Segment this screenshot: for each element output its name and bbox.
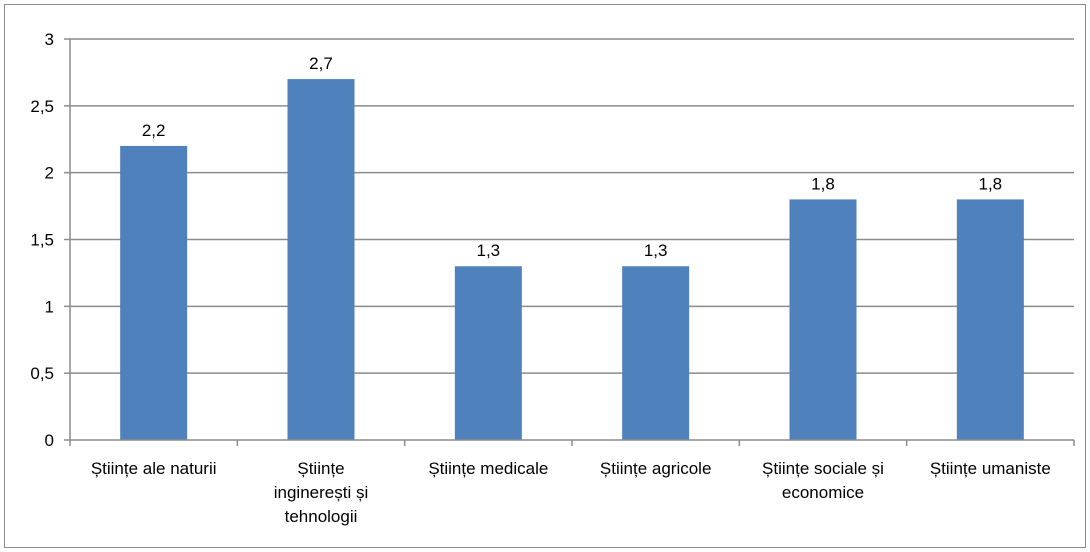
x-tick-label: Științe umaniste [930, 459, 1051, 478]
bar [287, 79, 355, 440]
y-tick-label: 3 [45, 30, 54, 49]
y-tick-label: 1,5 [30, 231, 54, 250]
x-tick-label: Științe sociale și [762, 459, 884, 478]
bar [956, 199, 1024, 440]
x-tick-label: economice [782, 483, 864, 502]
bar [454, 266, 522, 440]
bar [622, 266, 690, 440]
x-tick-label: inginerești și [274, 483, 369, 502]
data-label: 1,8 [811, 174, 835, 193]
data-label: 2,7 [309, 54, 333, 73]
data-label: 1,3 [477, 241, 501, 260]
bar [120, 145, 188, 440]
bar [789, 199, 857, 440]
y-tick-label: 1 [45, 297, 54, 316]
x-tick-label: Științe medicale [428, 459, 548, 478]
gridlines [70, 38, 1074, 374]
data-label: 2,2 [142, 121, 166, 140]
y-tick-label: 2,5 [30, 97, 54, 116]
data-label: 1,8 [979, 174, 1003, 193]
data-label: 1,3 [644, 241, 668, 260]
x-tick-label: Științe agricole [600, 459, 712, 478]
y-tick-label: 0,5 [30, 364, 54, 383]
y-tick-label: 2 [45, 164, 54, 183]
axes [64, 38, 1075, 446]
x-tick-label: tehnologii [285, 507, 358, 526]
bars [120, 79, 1024, 440]
labels: 0 0,5 1 1,5 2 2,5 3 2,2 2,7 1,3 1,3 1,8 1,8 Științe a… [30, 30, 1050, 526]
x-tick-label: Științe ale naturii [91, 459, 217, 478]
y-tick-label: 0 [45, 431, 54, 450]
x-tick-label: Științe [297, 459, 344, 478]
